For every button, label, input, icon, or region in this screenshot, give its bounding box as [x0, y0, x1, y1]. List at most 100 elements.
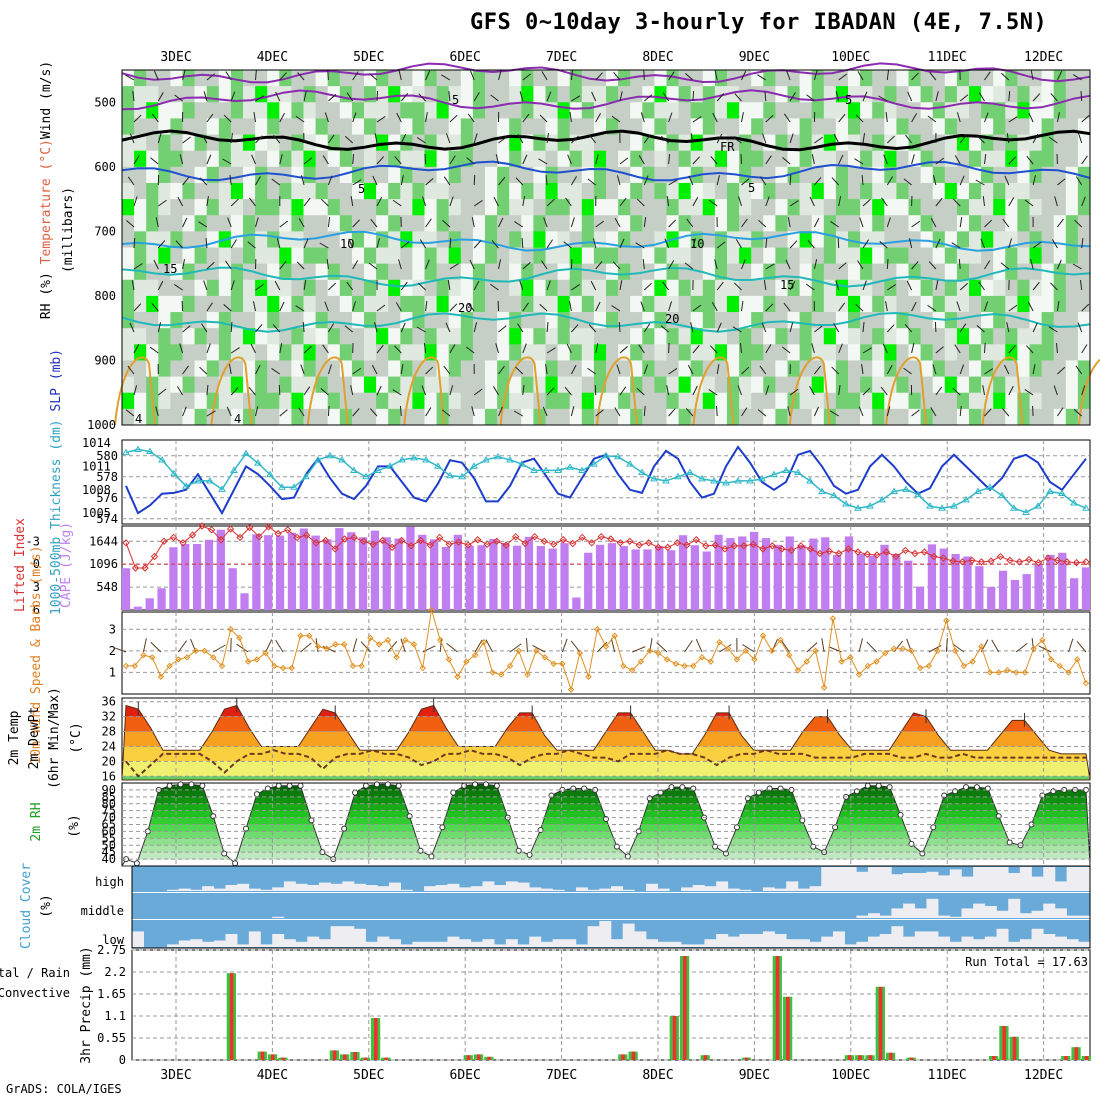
rh-cell — [678, 360, 692, 378]
cape-bar — [702, 551, 711, 610]
wind-tick: 2 — [109, 644, 116, 658]
rh-cell — [472, 312, 486, 329]
rh-cell — [291, 312, 304, 329]
wind-barb — [546, 321, 549, 333]
wind-barb — [473, 92, 480, 102]
rh-cell — [969, 360, 982, 378]
rh-cell — [630, 150, 643, 168]
cloud-bar — [435, 885, 448, 891]
thickness-point — [698, 474, 706, 482]
thickness-point — [122, 448, 130, 456]
rh-cell — [848, 263, 861, 281]
rh-cell — [581, 182, 595, 200]
rh-cell — [787, 360, 801, 378]
rh-cell — [993, 118, 1006, 136]
wind-speed-point — [384, 636, 392, 644]
rh-cell — [932, 231, 946, 248]
wind-barb — [303, 157, 313, 165]
lifted-index-point — [635, 541, 643, 549]
date-label-bottom: 7DEC — [546, 1068, 577, 1083]
wind-barb — [762, 133, 767, 144]
rh-cell — [460, 182, 474, 200]
rh-cell — [1077, 263, 1091, 281]
rh-cell — [170, 376, 183, 394]
axis-title-part: (%) — [39, 894, 54, 917]
rh-cell — [146, 312, 159, 329]
rh-cell — [702, 408, 716, 426]
wind-speed-point — [1012, 669, 1020, 676]
rh-cell — [1053, 134, 1067, 152]
rh-cell — [194, 182, 208, 200]
wind-barb — [149, 346, 159, 354]
wind-barb — [886, 406, 891, 417]
rh-cell — [388, 279, 401, 297]
cape-bar — [690, 545, 700, 610]
rh-cell — [533, 215, 546, 232]
wind-barb — [1073, 409, 1083, 417]
wind-barb — [352, 260, 359, 270]
rh-point — [668, 784, 675, 791]
wind-barb — [206, 410, 216, 417]
rh-cell — [775, 408, 788, 426]
thickness-point — [230, 466, 238, 473]
wind-barb — [807, 240, 815, 249]
cloud-bar — [1043, 903, 1056, 918]
rh-cell — [835, 263, 849, 281]
lifted-index-point — [531, 532, 539, 541]
rh-cell — [920, 182, 934, 200]
wind-barb — [394, 156, 402, 165]
wind-barb — [862, 387, 871, 396]
rh-cell — [1029, 344, 1043, 361]
rh-cell — [811, 408, 825, 426]
wind-barb — [741, 259, 746, 270]
wind-barb — [376, 304, 386, 312]
wind-barb — [255, 364, 261, 375]
thickness-point — [1082, 504, 1090, 511]
rh-cell — [642, 102, 655, 119]
rh-cell — [339, 215, 353, 232]
rh-cell — [763, 118, 776, 136]
rh-cell — [146, 118, 159, 136]
rh-cell — [412, 199, 425, 216]
wind-barb — [886, 324, 895, 333]
cloud-bar — [996, 928, 1009, 947]
temp-band — [122, 705, 1090, 717]
rh-cell — [1053, 70, 1067, 87]
rh-cell — [775, 70, 788, 87]
rh-cell — [751, 102, 764, 119]
wind-barb — [157, 388, 167, 396]
rh-cell — [1053, 408, 1067, 426]
rh-cell — [593, 199, 607, 216]
rh-cell — [593, 166, 607, 184]
cloud-bar — [178, 888, 191, 891]
wind-barb — [612, 261, 621, 270]
temp-band — [122, 761, 1090, 777]
wind-barb — [227, 217, 232, 228]
rh-cell — [1017, 376, 1030, 394]
rh-cell — [956, 247, 970, 265]
wind-speed-point — [175, 656, 182, 663]
wind-barb — [611, 115, 621, 123]
rh-cell — [1029, 263, 1043, 281]
cape-bar — [204, 539, 214, 610]
rh-cell — [702, 279, 716, 297]
rh-cell — [835, 102, 849, 119]
thickness-point — [458, 472, 466, 480]
rh-cell — [775, 344, 788, 361]
wind-barb — [711, 302, 718, 312]
rh-cell — [388, 328, 401, 345]
cloud-bar — [248, 931, 261, 947]
rh-cell — [1077, 86, 1091, 103]
wind-barb — [474, 639, 483, 653]
wind-barb — [668, 179, 678, 186]
rh-cell — [376, 360, 389, 378]
rh-cell — [956, 408, 970, 426]
wind-barb — [887, 284, 896, 291]
rh-cell — [230, 102, 244, 119]
rh-cell — [1065, 295, 1079, 313]
rh-cell — [170, 182, 183, 200]
rh-cell — [122, 150, 135, 168]
temperature-contour — [403, 356, 446, 426]
wind-barb — [716, 93, 725, 102]
cloud-bar — [353, 883, 366, 891]
